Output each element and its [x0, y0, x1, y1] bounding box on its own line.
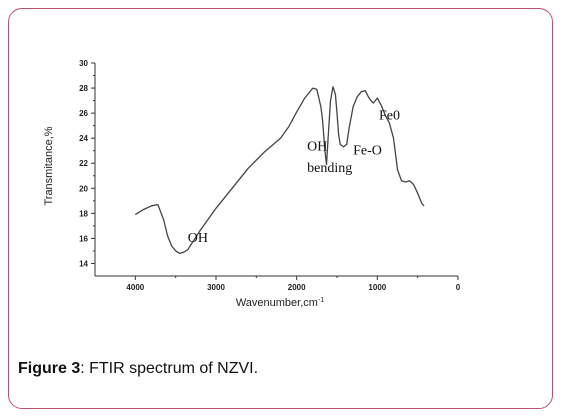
y-tick-label: 28 [79, 84, 88, 93]
y-tick-label: 14 [79, 259, 88, 268]
annotation-label: Fe0 [379, 108, 400, 123]
x-tick-label: 2000 [288, 283, 306, 292]
y-tick-label: 24 [79, 134, 88, 143]
spectrum-line [134, 86, 425, 255]
chart-ticks: 14 16 18 20 22 24 26 28 30 4000 3000 2000 1000 0 [79, 59, 461, 292]
x-tick-label: 3000 [207, 283, 225, 292]
figure-frame [8, 8, 553, 409]
annotation-label: bending [307, 161, 352, 176]
x-tick-label: 1000 [368, 283, 386, 292]
figure-caption: Figure 3: FTIR spectrum of NZVI. [18, 360, 258, 378]
chart-axes [94, 63, 458, 277]
x-axis-title-text: Wavenumber,cm [236, 297, 318, 309]
y-tick-label: 22 [79, 159, 88, 168]
y-tick-label: 16 [79, 234, 88, 243]
annotation-label: OH [307, 140, 327, 155]
y-axis-title: Transmitance,% [43, 126, 55, 205]
annotation-label: OH [188, 231, 208, 246]
x-axis-title-unit: -1 [318, 297, 324, 304]
caption-text: : FTIR spectrum of NZVI. [80, 360, 259, 377]
x-tick-label: 0 [456, 283, 461, 292]
y-tick-label: 30 [79, 59, 88, 68]
y-tick-label: 20 [79, 184, 88, 193]
caption-label: Figure 3 [18, 360, 81, 377]
x-tick-label: 4000 [126, 283, 144, 292]
annotation-label: Fe-O [353, 143, 382, 158]
y-tick-label: 26 [79, 109, 88, 118]
x-axis-title: Wavenumber,cm-1 [236, 297, 324, 309]
y-tick-label: 18 [79, 209, 88, 218]
